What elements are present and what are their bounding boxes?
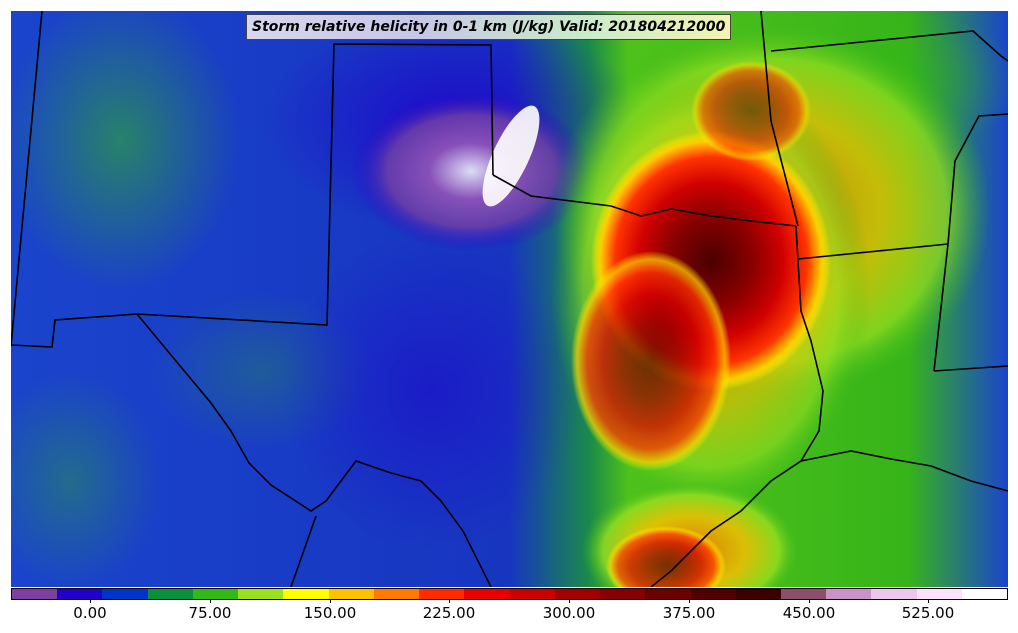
colorbar-segment bbox=[373, 589, 420, 599]
colorbar-segment bbox=[645, 589, 691, 599]
colorbar-segment bbox=[871, 589, 917, 599]
colorbar-tick-label: 300.00 bbox=[542, 604, 596, 622]
colorbar-segment bbox=[419, 589, 465, 599]
colorbar-segment bbox=[509, 589, 555, 599]
colorbar-tick-mark bbox=[928, 600, 929, 603]
colorbar-segment bbox=[102, 589, 148, 599]
colorbar-segment bbox=[916, 589, 962, 599]
colorbar-segment bbox=[328, 589, 374, 599]
colorbar-segment bbox=[12, 589, 58, 599]
colorbar-segment bbox=[554, 589, 601, 599]
colorbar-segment bbox=[238, 589, 284, 599]
colorbar-segment bbox=[780, 589, 827, 599]
helicity-map bbox=[11, 11, 1008, 587]
state-boundaries bbox=[11, 11, 1008, 587]
map-title: Storm relative helicity in 0-1 km (J/kg)… bbox=[246, 14, 732, 40]
colorbar-tick-label: 375.00 bbox=[662, 604, 716, 622]
color-scale-bar bbox=[11, 588, 1008, 600]
colorbar-segment bbox=[464, 589, 510, 599]
colorbar-segment bbox=[735, 589, 781, 599]
colorbar-segment bbox=[283, 589, 329, 599]
colorbar-segment bbox=[147, 589, 193, 599]
colorbar-tick-mark bbox=[569, 600, 570, 603]
colorbar-segment bbox=[192, 589, 239, 599]
colorbar-tick-label: 525.00 bbox=[901, 604, 955, 622]
colorbar-tick-label: 450.00 bbox=[782, 604, 836, 622]
colorbar-tick-label: 150.00 bbox=[303, 604, 357, 622]
colorbar-segment bbox=[600, 589, 646, 599]
colorbar-tick-mark bbox=[90, 600, 91, 603]
colorbar-segment bbox=[690, 589, 736, 599]
colorbar-tick-mark bbox=[809, 600, 810, 603]
colorbar-tick-mark bbox=[330, 600, 331, 603]
colorbar-tick-mark bbox=[689, 600, 690, 603]
colorbar-ticks: 0.00 75.00 150.00 225.00 300.00 375.00 450.00 5… bbox=[0, 600, 1018, 633]
colorbar-tick-mark bbox=[210, 600, 211, 603]
colorbar-tick-label: 225.00 bbox=[422, 604, 476, 622]
colorbar-tick-mark bbox=[449, 600, 450, 603]
colorbar-segment bbox=[57, 589, 103, 599]
colorbar-tick-label: 75.00 bbox=[188, 604, 232, 622]
colorbar-segment bbox=[826, 589, 872, 599]
colorbar-segment bbox=[961, 589, 1008, 599]
colorbar-tick-label: 0.00 bbox=[73, 604, 107, 622]
